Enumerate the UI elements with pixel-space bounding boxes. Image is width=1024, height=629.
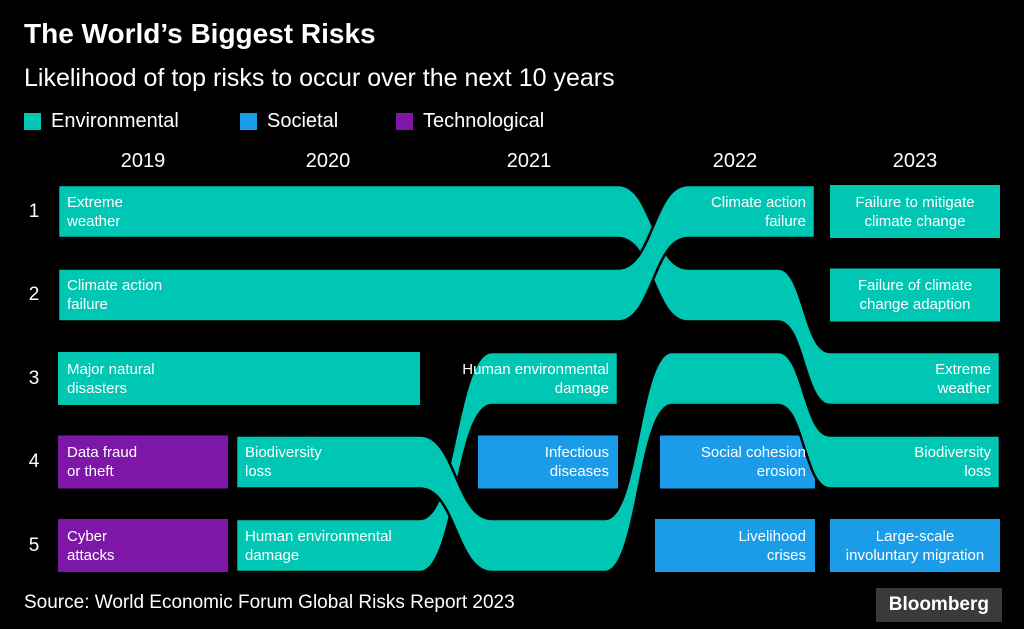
- bar-social-cohesion-erosion: [660, 435, 815, 489]
- legend-label: Environmental: [51, 110, 179, 132]
- bar-failure-to-mitigate-climate-change: [830, 185, 1000, 238]
- rank-label-1: 1: [28, 200, 40, 222]
- legend-swatch-technological: [396, 113, 413, 130]
- risk-label-cyber-attacks: Cyber attacks: [67, 527, 115, 564]
- legend-item-societal: Societal: [240, 110, 338, 133]
- risk-label-human-environmental-damage: Human environmental damage: [462, 360, 609, 397]
- risk-label-failure-to-mitigate-climate-change: Failure to mitigate climate change: [855, 193, 975, 230]
- risk-label-climate-action-failure: Climate action failure: [710, 193, 806, 230]
- source-text: Source: World Economic Forum Global Risk…: [24, 592, 515, 613]
- year-label-2019: 2019: [120, 150, 166, 172]
- rank-label-3: 3: [28, 367, 40, 389]
- legend: Environmental Societal Technological: [0, 110, 1024, 136]
- year-label-2021: 2021: [506, 150, 552, 172]
- risk-label-climate-action-failure: Climate action failure: [67, 277, 163, 313]
- bar-large-scale-involuntary-migration: [830, 519, 1000, 572]
- risk-label-failure-of-climate-change-adaption: Failure of climate change adaption: [857, 277, 973, 313]
- rank-label-5: 5: [28, 534, 40, 556]
- year-label-2022: 2022: [712, 150, 758, 172]
- risk-label-large-scale-involuntary-migration: Large-scale involuntary migration: [845, 527, 985, 564]
- legend-item-technological: Technological: [396, 110, 544, 133]
- rank-label-2: 2: [28, 284, 40, 305]
- year-label-2023: 2023: [892, 150, 938, 172]
- page-subtitle: Likelihood of top risks to occur over th…: [24, 64, 615, 92]
- risk-label-social-cohesion-erosion: Social cohesion erosion: [700, 444, 806, 480]
- legend-swatch-environmental: [24, 113, 41, 130]
- risk-label-livelihood-crises: Livelihood crises: [738, 527, 806, 564]
- risk-label-extreme-weather: Extreme weather: [935, 360, 991, 397]
- risk-label-biodiversity-loss: Biodiversity loss: [914, 444, 991, 480]
- bar-infectious-diseases: [478, 435, 618, 489]
- page-title: The World’s Biggest Risks: [24, 18, 376, 49]
- year-label-2020: 2020: [305, 150, 351, 172]
- risk-label-human-environmental-damage: Human environmental damage: [245, 527, 392, 564]
- rank-label-4: 4: [28, 451, 40, 472]
- bar-data-fraud-or-theft: [58, 435, 228, 489]
- risk-label-major-natural-disasters: Major natural disasters: [67, 360, 155, 397]
- bloomberg-logo: Bloomberg: [875, 588, 1002, 622]
- legend-label: Technological: [423, 110, 545, 132]
- legend-swatch-societal: [240, 113, 257, 130]
- bar-major-natural-disasters: [58, 352, 420, 405]
- flow-biodiversity-loss: [234, 350, 1002, 574]
- risk-label-data-fraud-or-theft: Data fraud or theft: [67, 444, 138, 480]
- risk-label-extreme-weather: Extreme weather: [67, 193, 123, 230]
- flow-climate-action-failure: [56, 183, 817, 323]
- risk-label-infectious-diseases: Infectious diseases: [544, 444, 609, 480]
- bar-cyber-attacks: [58, 519, 228, 572]
- risk-label-biodiversity-loss: Biodiversity loss: [245, 444, 322, 480]
- bar-livelihood-crises: [655, 519, 815, 572]
- legend-item-environmental: Environmental: [24, 110, 179, 133]
- legend-label: Societal: [267, 110, 339, 132]
- bar-failure-of-climate-change-adaption: [830, 268, 1000, 322]
